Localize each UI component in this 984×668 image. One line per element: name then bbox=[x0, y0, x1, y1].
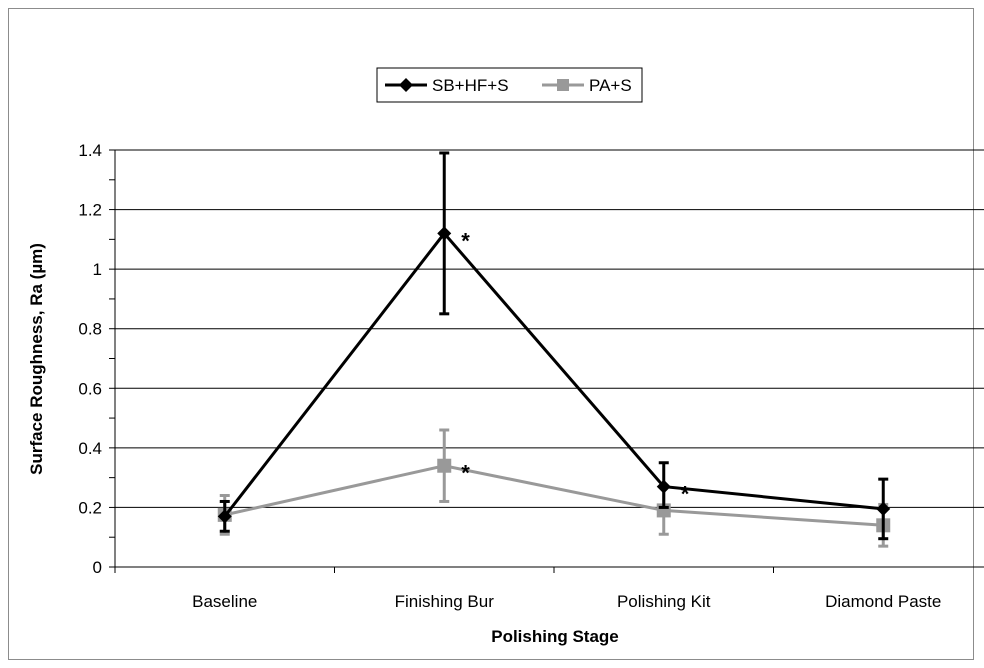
significance-marker: * bbox=[461, 228, 470, 253]
x-tick-label: Diamond Paste bbox=[825, 592, 941, 611]
y-tick-label: 0.2 bbox=[78, 498, 102, 517]
data-point bbox=[876, 501, 891, 516]
x-axis-title: Polishing Stage bbox=[491, 627, 619, 646]
legend-label: SB+HF+S bbox=[432, 76, 509, 95]
axes bbox=[109, 149, 984, 573]
y-tick-label: 1.4 bbox=[78, 141, 102, 160]
legend: SB+HF+S PA+S bbox=[376, 67, 643, 103]
data-point bbox=[217, 509, 232, 524]
series-line bbox=[223, 231, 884, 518]
series-sb-hf-s: ** bbox=[217, 151, 891, 541]
y-tick-label: 0 bbox=[93, 558, 102, 577]
legend-item: PA+S bbox=[542, 76, 632, 95]
data-point bbox=[437, 458, 452, 473]
legend-label: PA+S bbox=[589, 76, 632, 95]
x-tick-label: Baseline bbox=[192, 592, 257, 611]
gridlines bbox=[115, 149, 984, 508]
y-axis-title: Surface Roughness, Ra (µm) bbox=[27, 243, 46, 475]
series-layer: *** bbox=[217, 151, 891, 548]
x-tick-label: Polishing Kit bbox=[617, 592, 711, 611]
legend-item: SB+HF+S bbox=[385, 76, 509, 95]
y-tick-label: 1 bbox=[93, 260, 102, 279]
series-line bbox=[224, 464, 884, 527]
data-point bbox=[656, 479, 671, 494]
chart-frame bbox=[8, 8, 974, 660]
y-tick-label: 0.8 bbox=[78, 320, 102, 339]
tick-labels: 0 0.2 0.4 0.6 0.8 1 1.2 1.4 Baseline Finishing Bu… bbox=[78, 141, 941, 611]
significance-marker: * bbox=[461, 461, 470, 486]
data-point bbox=[437, 226, 452, 241]
x-tick-label: Finishing Bur bbox=[395, 592, 495, 611]
legend-marker bbox=[557, 79, 569, 91]
legend-marker bbox=[399, 78, 413, 92]
y-tick-label: 0.6 bbox=[78, 379, 102, 398]
significance-marker: * bbox=[681, 482, 690, 507]
y-tick-label: 0.4 bbox=[78, 439, 102, 458]
y-tick-label: 1.2 bbox=[78, 201, 102, 220]
